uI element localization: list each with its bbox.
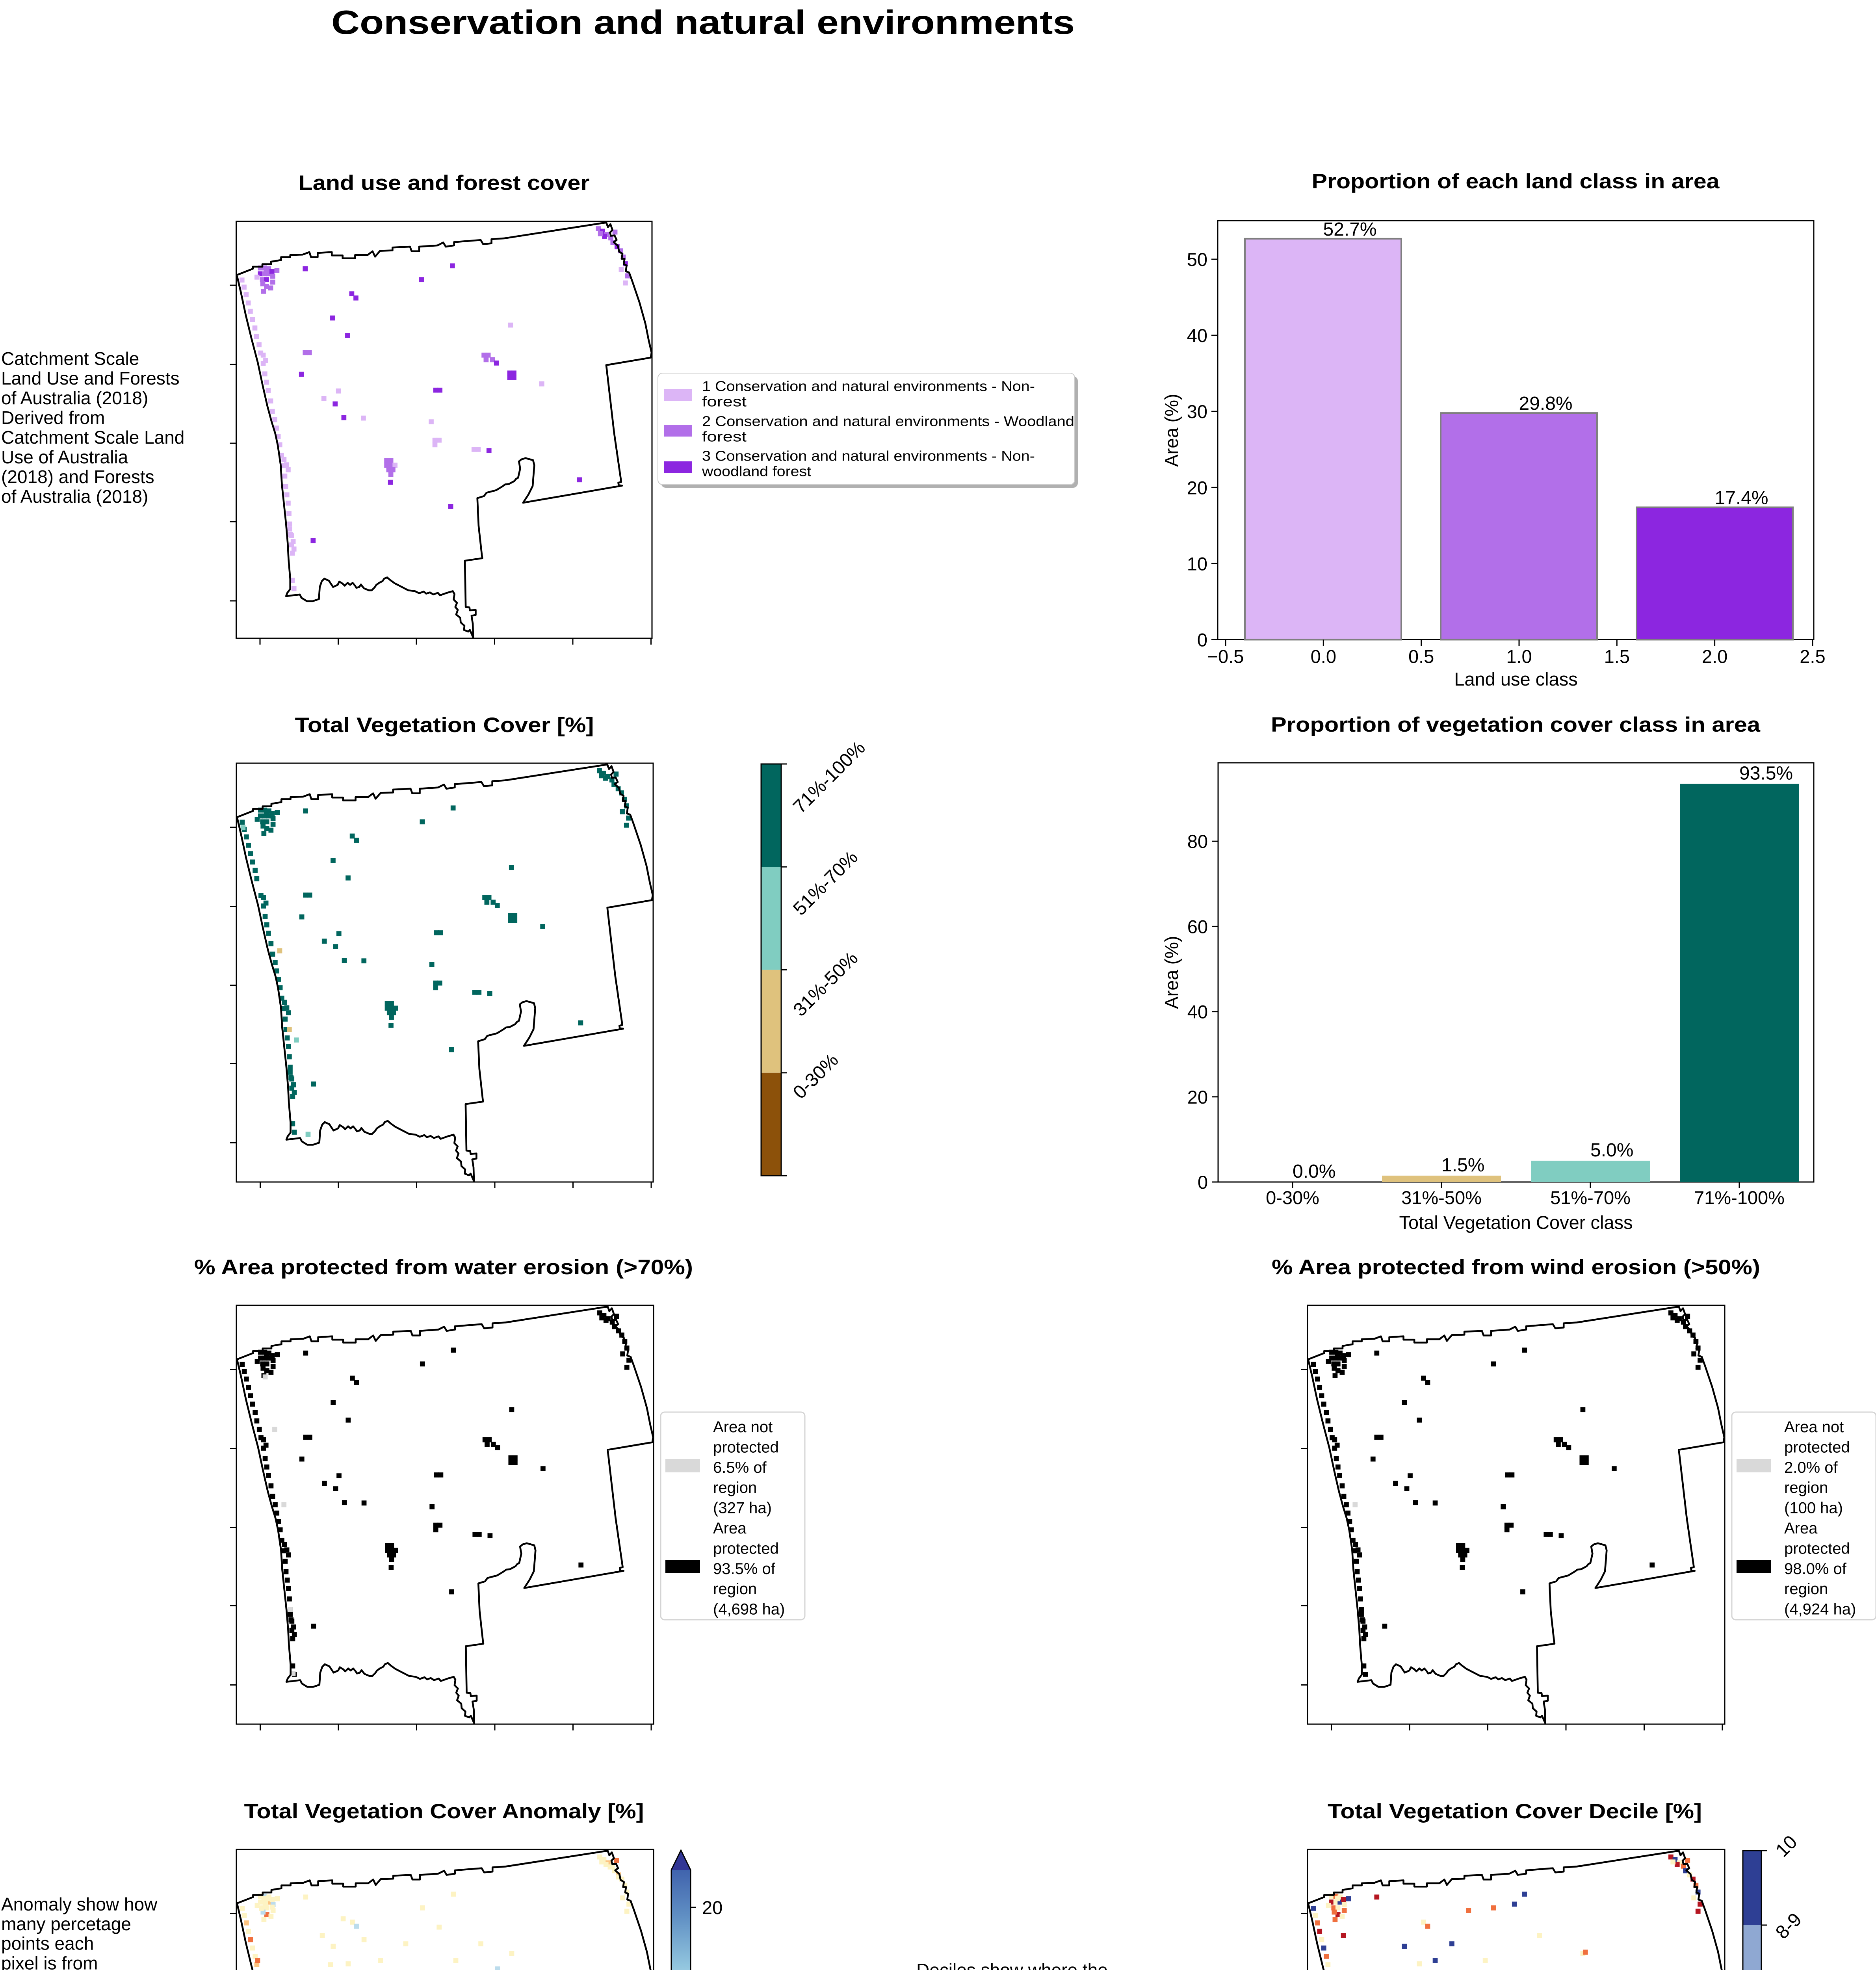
svg-text:Area (%): Area (%)	[1161, 394, 1182, 466]
svg-text:(4,698 ha): (4,698 ha)	[713, 1601, 785, 1618]
svg-text:Catchment Scale: Catchment Scale	[1, 348, 139, 369]
svg-text:6.5% of: 6.5% of	[713, 1459, 767, 1476]
svg-text:(4,924 ha): (4,924 ha)	[1784, 1601, 1856, 1618]
svg-text:Catchment Scale Land: Catchment Scale Land	[1, 427, 184, 448]
svg-text:% Area protected from wind ero: % Area protected from wind erosion (>50%…	[1272, 1256, 1760, 1279]
svg-text:Use of Australia: Use of Australia	[1, 447, 128, 467]
svg-text:40: 40	[1187, 1002, 1208, 1022]
svg-text:Total Vegetation Cover class: Total Vegetation Cover class	[1399, 1212, 1633, 1233]
svg-text:many percetage: many percetage	[1, 1914, 131, 1934]
svg-text:1.5%: 1.5%	[1441, 1155, 1484, 1176]
svg-text:Area (%): Area (%)	[1161, 936, 1182, 1009]
svg-text:93.5%: 93.5%	[1739, 763, 1793, 784]
svg-text:(327 ha): (327 ha)	[713, 1500, 772, 1517]
svg-text:0: 0	[1198, 1172, 1208, 1193]
svg-text:Area: Area	[713, 1520, 747, 1537]
svg-text:2.5: 2.5	[1800, 646, 1825, 667]
svg-text:20: 20	[1187, 1087, 1208, 1108]
svg-text:1 Conservation and natural env: 1 Conservation and natural environments …	[702, 378, 1035, 394]
svg-text:region: region	[1784, 1580, 1828, 1598]
svg-text:0.0%: 0.0%	[1293, 1161, 1335, 1182]
svg-text:% Area protected from water er: % Area protected from water erosion (>70…	[194, 1256, 693, 1279]
svg-text:region: region	[713, 1580, 757, 1598]
svg-text:17.4%: 17.4%	[1715, 488, 1768, 509]
svg-text:40: 40	[1187, 325, 1207, 346]
svg-text:Derived from: Derived from	[1, 407, 105, 428]
svg-text:Area not: Area not	[713, 1418, 773, 1436]
svg-text:93.5% of: 93.5% of	[713, 1560, 776, 1578]
svg-text:2.0: 2.0	[1702, 646, 1727, 667]
svg-text:10: 10	[1187, 553, 1207, 574]
svg-text:31%-50%: 31%-50%	[1401, 1187, 1482, 1208]
svg-text:2.0% of: 2.0% of	[1784, 1459, 1838, 1476]
svg-text:Conservation and natural envir: Conservation and natural environments	[331, 4, 1075, 41]
svg-text:29.8%: 29.8%	[1519, 393, 1573, 414]
svg-text:Total Vegetation Cover [%]: Total Vegetation Cover [%]	[295, 714, 594, 737]
svg-text:Area: Area	[1784, 1520, 1818, 1537]
svg-text:protected: protected	[1784, 1540, 1850, 1557]
svg-text:71%-100%: 71%-100%	[1694, 1187, 1785, 1208]
svg-text:Area not: Area not	[1784, 1418, 1844, 1436]
svg-text:Land Use and Forests: Land Use and Forests	[1, 368, 180, 388]
svg-text:protected: protected	[713, 1438, 779, 1456]
svg-text:2 Conservation and natural env: 2 Conservation and natural environments …	[702, 413, 1074, 429]
svg-text:points each: points each	[1, 1933, 94, 1954]
svg-text:0.5: 0.5	[1408, 646, 1434, 667]
svg-text:Land use and forest cover: Land use and forest cover	[299, 171, 590, 195]
svg-text:0.0: 0.0	[1311, 646, 1336, 667]
svg-text:0-30%: 0-30%	[1266, 1187, 1319, 1208]
svg-text:1.0: 1.0	[1506, 646, 1532, 667]
svg-text:98.0% of: 98.0% of	[1784, 1560, 1847, 1578]
svg-text:pixel is from: pixel is from	[1, 1953, 98, 1970]
svg-text:woodland forest: woodland forest	[702, 463, 811, 479]
svg-text:60: 60	[1187, 916, 1208, 937]
svg-text:5.0%: 5.0%	[1590, 1140, 1633, 1161]
svg-text:30: 30	[1187, 401, 1207, 422]
svg-text:0: 0	[1197, 630, 1207, 650]
svg-text:80: 80	[1187, 831, 1208, 852]
svg-text:Proportion of vegetation cover: Proportion of vegetation cover class in …	[1271, 713, 1761, 736]
svg-text:51%-70%: 51%-70%	[1550, 1187, 1631, 1208]
svg-text:(2018) and Forests: (2018) and Forests	[1, 466, 154, 487]
svg-text:Land use class: Land use class	[1454, 669, 1578, 690]
svg-text:forest: forest	[702, 429, 747, 445]
svg-text:region: region	[713, 1479, 757, 1496]
svg-text:of Australia (2018): of Australia (2018)	[1, 388, 148, 408]
svg-text:52.7%: 52.7%	[1323, 219, 1377, 240]
svg-text:3 Conservation and natural env: 3 Conservation and natural environments …	[702, 448, 1035, 464]
svg-text:protected: protected	[1784, 1438, 1850, 1456]
svg-text:of Australia (2018): of Australia (2018)	[1, 486, 148, 507]
svg-text:50: 50	[1187, 249, 1207, 270]
svg-text:Total Vegetation Cover Decile: Total Vegetation Cover Decile [%]	[1328, 1800, 1702, 1823]
svg-text:20: 20	[702, 1897, 723, 1918]
svg-text:protected: protected	[713, 1540, 779, 1557]
svg-text:Proportion of each land class: Proportion of each land class in area	[1312, 170, 1720, 193]
svg-text:Deciles show where the: Deciles show where the	[916, 1960, 1108, 1970]
svg-text:(100 ha): (100 ha)	[1784, 1500, 1843, 1517]
svg-text:20: 20	[1187, 477, 1207, 498]
svg-text:Anomaly show how: Anomaly show how	[1, 1894, 158, 1914]
svg-text:Total Vegetation Cover Anomaly: Total Vegetation Cover Anomaly [%]	[244, 1800, 644, 1823]
svg-text:region: region	[1784, 1479, 1828, 1496]
svg-text:−0.5: −0.5	[1207, 646, 1244, 667]
svg-text:1.5: 1.5	[1604, 646, 1630, 667]
svg-text:forest: forest	[702, 394, 747, 410]
